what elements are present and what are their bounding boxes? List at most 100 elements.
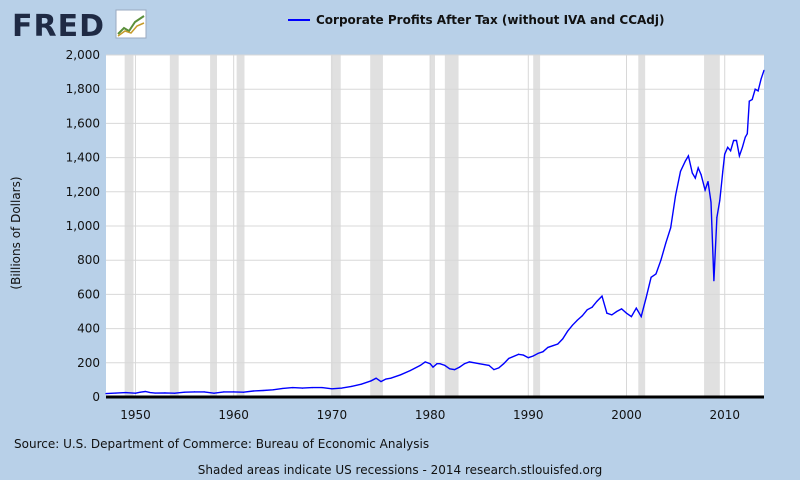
data-point <box>620 308 623 310</box>
data-point <box>611 314 613 316</box>
data-point <box>710 201 712 203</box>
data-point <box>566 330 569 332</box>
data-point <box>735 139 738 142</box>
x-tick-label: 1980 <box>415 408 446 422</box>
x-tick-label: 1950 <box>120 408 151 422</box>
data-point <box>616 310 618 313</box>
data-point <box>660 259 662 261</box>
data-point <box>748 100 750 102</box>
x-tick-label: 1960 <box>218 408 249 422</box>
data-point <box>375 377 377 379</box>
data-point <box>517 353 520 355</box>
data-point <box>370 380 372 382</box>
data-point <box>164 392 166 394</box>
data-point <box>350 385 353 387</box>
data-point <box>439 363 441 365</box>
data-point <box>732 139 735 142</box>
data-point <box>606 312 608 314</box>
data-point <box>390 377 392 379</box>
data-point <box>670 227 672 229</box>
data-point <box>522 354 524 356</box>
data-point <box>738 155 741 157</box>
data-point <box>760 78 762 80</box>
data-point <box>154 392 156 394</box>
data-point <box>727 146 729 148</box>
legend-label: Corporate Profits After Tax (without IVA… <box>316 13 664 27</box>
data-point <box>183 391 186 393</box>
data-point <box>105 392 107 395</box>
data-point <box>591 306 593 308</box>
data-point <box>503 363 505 365</box>
data-point <box>311 386 313 389</box>
data-point <box>655 273 657 275</box>
data-point <box>650 276 652 278</box>
data-point <box>193 391 195 393</box>
data-point <box>719 199 721 201</box>
series-layer <box>105 69 765 395</box>
data-point <box>262 389 264 392</box>
data-point <box>409 369 412 372</box>
data-point <box>625 312 628 314</box>
data-point <box>301 387 304 389</box>
data-point <box>542 351 544 353</box>
data-point <box>665 242 667 244</box>
data-point <box>586 309 588 311</box>
data-point <box>757 90 759 92</box>
data-point <box>596 300 598 302</box>
data-point <box>730 150 732 152</box>
data-point <box>532 355 534 357</box>
data-point <box>537 352 539 354</box>
data-point <box>744 136 746 138</box>
data-point <box>341 387 343 389</box>
data-point <box>149 391 151 394</box>
data-point <box>463 363 466 365</box>
data-point <box>282 387 284 390</box>
data-point <box>713 280 715 282</box>
source-note: Source: U.S. Department of Commerce: Bur… <box>14 437 429 451</box>
x-tick-labels: 1950 1960 1970 1980 1990 2000 2010 <box>120 408 740 422</box>
logo-text: FRED <box>12 9 105 44</box>
y-tick-label: 1,800 <box>66 82 100 96</box>
data-point <box>571 324 574 326</box>
data-point <box>751 98 753 101</box>
data-point <box>722 170 724 172</box>
data-point <box>694 177 696 179</box>
data-point <box>576 319 579 321</box>
data-point <box>707 180 709 183</box>
data-point <box>213 392 215 394</box>
y-tick-label: 800 <box>77 253 100 267</box>
data-point <box>635 307 637 309</box>
data-point <box>498 367 500 369</box>
data-point <box>115 392 117 394</box>
data-point <box>444 364 446 366</box>
x-tick-label: 2000 <box>611 408 642 422</box>
y-tick-label: 400 <box>77 322 100 336</box>
data-point <box>746 133 748 135</box>
x-tick-label: 1970 <box>317 408 348 422</box>
data-point <box>700 174 702 176</box>
data-point <box>449 368 451 370</box>
data-point <box>697 167 699 169</box>
chart-icon <box>115 9 147 39</box>
data-point <box>385 378 387 380</box>
x-tick-label: 2010 <box>709 408 740 422</box>
data-point <box>242 391 245 393</box>
y-tick-label: 1,400 <box>66 151 100 165</box>
y-tick-labels: 0 200 400 600 800 1,000 1,200 1,400 1,600 1,800 2,… <box>66 48 100 404</box>
fred-logo[interactable]: FRED <box>12 9 147 44</box>
data-point <box>754 88 756 90</box>
data-point <box>400 374 402 376</box>
y-tick-label: 1,600 <box>66 116 100 130</box>
data-point <box>601 295 603 297</box>
data-point <box>691 172 693 174</box>
data-point <box>557 343 559 345</box>
data-point <box>429 363 431 365</box>
data-point <box>724 153 726 155</box>
data-point <box>360 383 362 385</box>
data-point <box>203 391 205 393</box>
data-point <box>741 146 743 148</box>
data-point <box>763 69 765 71</box>
data-point <box>478 363 480 365</box>
data-point <box>134 392 137 394</box>
data-point <box>291 386 294 389</box>
